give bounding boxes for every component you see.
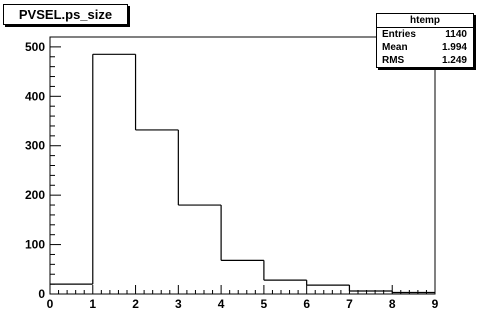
y-tick-label: 400 [25,89,45,103]
x-tick-label: 4 [218,297,225,311]
stats-label: RMS [382,55,405,66]
x-tick-label: 1 [89,297,96,311]
x-tick-label: 2 [132,297,139,311]
x-tick-label: 8 [389,297,396,311]
chart-title: PVSEL.ps_size [18,7,113,22]
x-tick-label: 9 [432,297,439,311]
x-tick-label: 7 [346,297,353,311]
y-tick-label: 300 [25,139,45,153]
stats-value: 1140 [445,29,467,40]
stats-box: htemp Entries 1140 Mean 1.994 RMS 1.249 [376,13,474,68]
stats-row-mean: Mean 1.994 [377,41,473,54]
stats-row-entries: Entries 1140 [377,28,473,41]
stats-value: 1.994 [441,42,467,53]
stats-value: 1.249 [441,55,467,66]
y-tick-label: 500 [25,40,45,54]
x-tick-label: 6 [303,297,310,311]
x-tick-label: 3 [175,297,182,311]
stats-label: Entries [382,29,416,40]
stats-title: htemp [377,14,473,28]
stats-label: Mean [382,42,408,53]
stats-row-rms: RMS 1.249 [377,54,473,67]
y-tick-label: 100 [25,238,45,252]
chart-title-box: PVSEL.ps_size [3,4,128,25]
x-tick-label: 5 [261,297,268,311]
x-tick-label: 0 [47,297,54,311]
plot-frame [49,36,436,295]
y-tick-label: 200 [25,188,45,202]
y-tick-label: 0 [38,287,45,301]
